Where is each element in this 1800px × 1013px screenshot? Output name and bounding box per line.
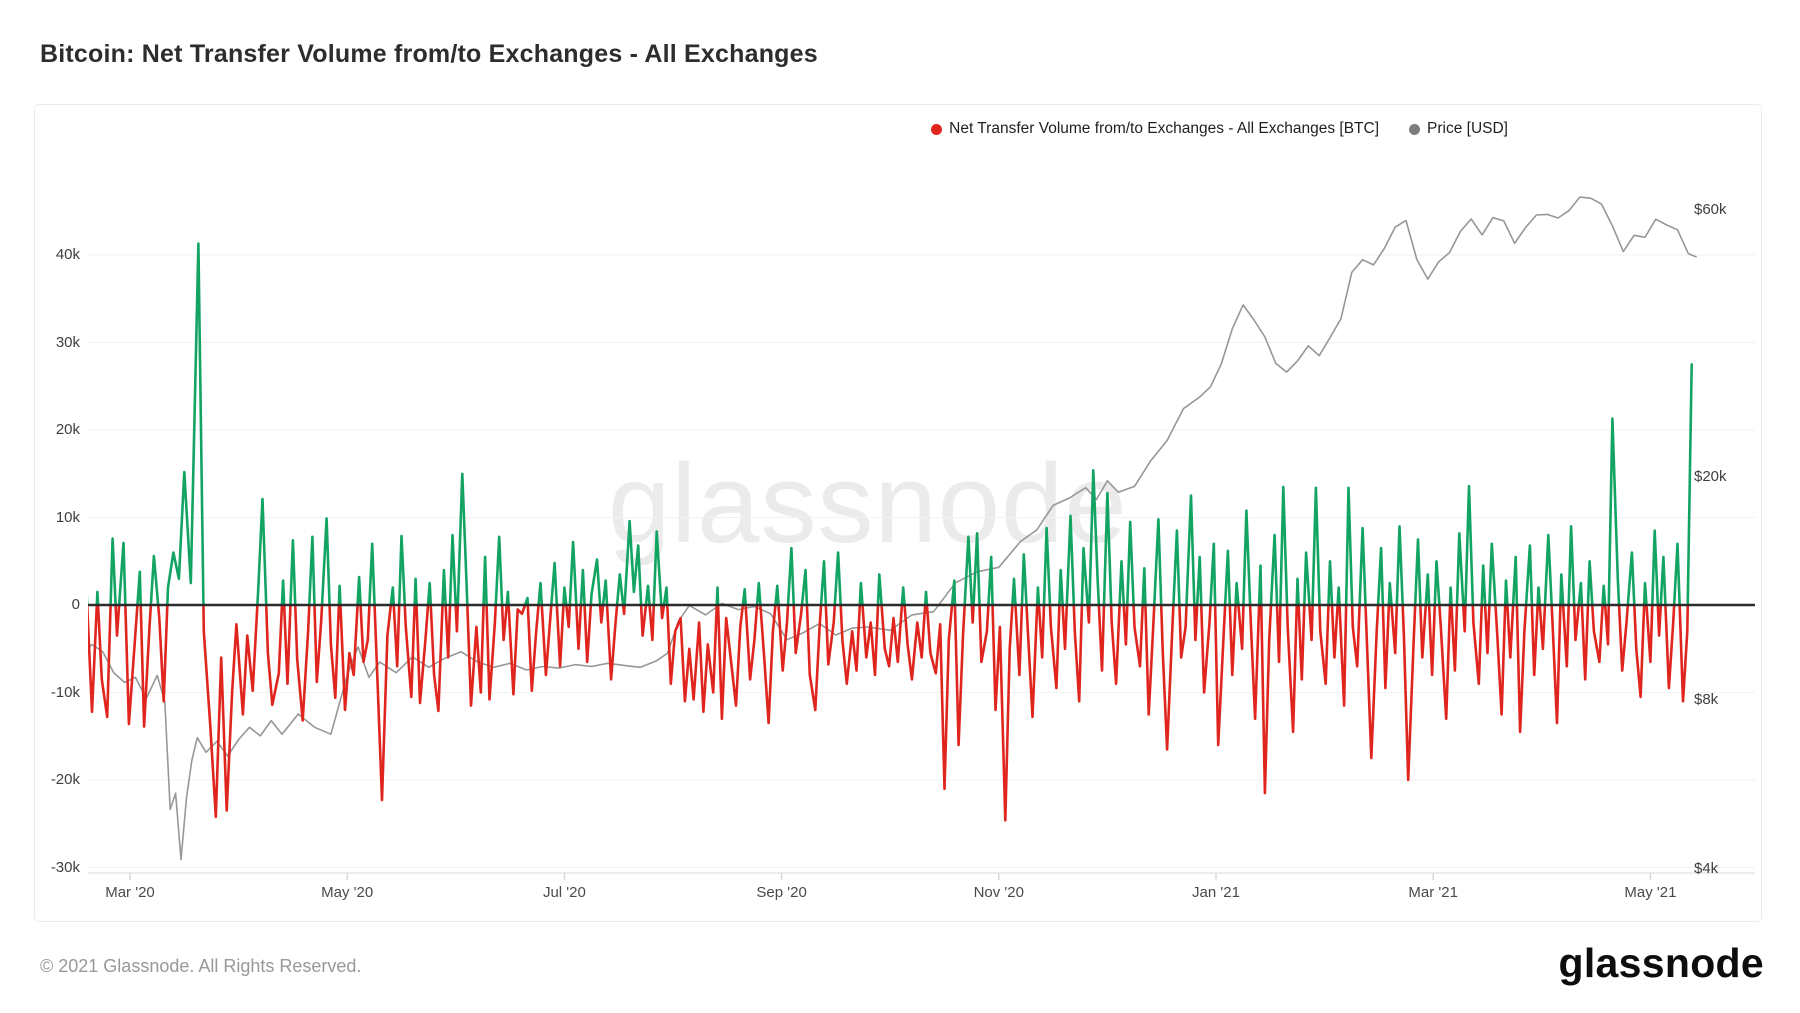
x-axis-label: Jul '20 <box>542 884 586 901</box>
y-axis-label: 10k <box>55 508 80 526</box>
y-axis-label: 30k <box>55 333 80 351</box>
x-axis-label: Sep '20 <box>756 884 807 901</box>
page-title: Bitcoin: Net Transfer Volume from/to Exc… <box>40 40 818 68</box>
y-axis-label: -30k <box>50 858 80 876</box>
y-axis-label: 20k <box>55 421 80 438</box>
x-axis-label: May '20 <box>321 884 374 901</box>
x-axis-label: May '21 <box>1624 884 1677 901</box>
chart-legend: Net Transfer Volume from/to Exchanges - … <box>931 120 1508 138</box>
y-axis-label: -20k <box>50 771 80 788</box>
legend-price-dot-icon <box>1409 123 1421 135</box>
x-axis-label: Nov '20 <box>973 884 1024 901</box>
x-axis-label: Mar '20 <box>105 884 155 901</box>
glassnode-watermark: glassnode <box>608 441 1128 566</box>
x-axis-label: Jan '21 <box>1192 884 1240 901</box>
legend-volume-dot-icon <box>931 123 943 135</box>
legend-volume-label: Net Transfer Volume from/to Exchanges - … <box>949 120 1380 137</box>
price-axis-label: $4k <box>1694 859 1719 877</box>
price-axis-label: $8k <box>1694 690 1719 708</box>
legend-item-net-transfer-volume[interactable]: Net Transfer Volume from/to Exchanges - … <box>931 120 1379 138</box>
y-axis-label: 40k <box>55 246 80 263</box>
glassnode-logo[interactable]: glassnode <box>1558 940 1764 986</box>
price-axis-label: $20k <box>1694 468 1727 486</box>
x-axis-label: Mar '21 <box>1408 884 1458 901</box>
copyright-text: © 2021 Glassnode. All Rights Reserved. <box>40 956 362 976</box>
y-axis-label: 0 <box>71 596 80 613</box>
price-axis-label: $60k <box>1694 200 1727 218</box>
y-axis-label: -10k <box>50 683 80 701</box>
legend-price-label: Price [USD] <box>1427 120 1508 137</box>
legend-item-price[interactable]: Price [USD] <box>1409 120 1508 138</box>
